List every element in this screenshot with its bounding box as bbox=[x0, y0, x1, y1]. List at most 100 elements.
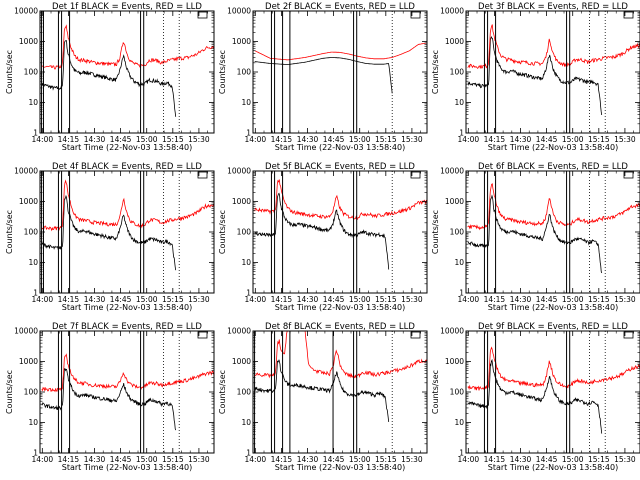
y-tick-label: 1 bbox=[33, 129, 38, 138]
corner-box bbox=[197, 331, 208, 339]
detector-panel-7: Det 7f BLACK = Events, RED = LLD 1 10 100 10… bbox=[5, 322, 215, 472]
y-tick-label: 100 bbox=[24, 228, 39, 237]
x-tick-label: 15:15 bbox=[375, 295, 397, 304]
x-tick-label: 15:30 bbox=[614, 295, 636, 304]
x-tick-label: 14:45 bbox=[110, 135, 132, 144]
lld-series-line bbox=[254, 179, 428, 220]
y-tick-label: 100 bbox=[237, 228, 252, 237]
y-tick-label: 10 bbox=[241, 98, 251, 107]
x-tick-label: 14:45 bbox=[323, 135, 345, 144]
events-series-line bbox=[254, 57, 393, 94]
x-tick-label: 15:00 bbox=[562, 455, 584, 464]
x-tick-label: 15:15 bbox=[588, 295, 610, 304]
y-tick-label: 1000 bbox=[19, 357, 38, 366]
corner-box bbox=[410, 331, 421, 339]
x-tick-label: 14:45 bbox=[536, 135, 558, 144]
y-axis-label: Counts/sec bbox=[431, 210, 440, 254]
lld-series-line bbox=[467, 24, 640, 70]
lld-series-line bbox=[467, 183, 640, 231]
x-tick-label: 14:15 bbox=[484, 455, 506, 464]
y-tick-label: 1000 bbox=[19, 37, 38, 46]
y-tick-label: 10 bbox=[454, 418, 464, 427]
events-series-line bbox=[467, 36, 603, 116]
x-tick-label: 14:00 bbox=[458, 455, 480, 464]
x-tick-label: 14:15 bbox=[58, 295, 80, 304]
detector-panel-9: Det 9f BLACK = Events, RED = LLD 1 10 100 10… bbox=[431, 322, 640, 472]
panel-title: Det 7f BLACK = Events, RED = LLD bbox=[52, 322, 202, 332]
detector-panel-8: Det 8f BLACK = Events, RED = LLD 1 10 100 10… bbox=[218, 322, 428, 472]
x-tick-label: 15:30 bbox=[401, 295, 423, 304]
x-tick-label: 14:15 bbox=[484, 135, 506, 144]
x-tick-label: 15:30 bbox=[188, 455, 210, 464]
x-tick-label: 15:00 bbox=[136, 135, 158, 144]
y-tick-label: 10000 bbox=[227, 167, 251, 176]
y-tick-label: 1000 bbox=[445, 197, 464, 206]
y-tick-label: 10000 bbox=[440, 327, 464, 336]
detector-panel-1: Det 1f BLACK = Events, RED = LLD 1 10 100 10… bbox=[5, 2, 215, 152]
x-tick-label: 14:45 bbox=[110, 295, 132, 304]
events-series-line bbox=[254, 359, 390, 422]
events-series-line bbox=[254, 192, 390, 270]
events-series-line bbox=[467, 358, 603, 434]
x-tick-label: 14:30 bbox=[84, 135, 106, 144]
lld-series-line bbox=[254, 42, 428, 61]
panel-title: Det 3f BLACK = Events, RED = LLD bbox=[478, 2, 628, 12]
x-tick-label: 14:30 bbox=[297, 455, 319, 464]
detector-panel-5: Det 5f BLACK = Events, RED = LLD 1 10 100 10… bbox=[218, 162, 428, 312]
y-tick-label: 10 bbox=[241, 258, 251, 267]
plot-frame bbox=[252, 10, 428, 134]
plot-frame bbox=[39, 330, 215, 454]
y-tick-label: 10000 bbox=[14, 167, 38, 176]
x-tick-label: 14:00 bbox=[32, 455, 54, 464]
y-axis-label: Counts/sec bbox=[431, 370, 440, 414]
x-tick-label: 15:15 bbox=[375, 455, 397, 464]
x-tick-label: 15:00 bbox=[349, 135, 371, 144]
events-series-line bbox=[41, 40, 177, 117]
y-tick-label: 10 bbox=[28, 418, 38, 427]
x-tick-label: 15:30 bbox=[401, 135, 423, 144]
plot-frame bbox=[465, 170, 640, 294]
x-tick-label: 14:00 bbox=[458, 295, 480, 304]
corner-box bbox=[410, 11, 421, 19]
panel-title: Det 6f BLACK = Events, RED = LLD bbox=[478, 162, 628, 172]
y-tick-label: 1 bbox=[246, 449, 251, 458]
y-tick-label: 10000 bbox=[227, 7, 251, 16]
x-tick-label: 14:45 bbox=[536, 295, 558, 304]
panel-title: Det 1f BLACK = Events, RED = LLD bbox=[52, 2, 202, 12]
x-tick-label: 14:30 bbox=[510, 135, 532, 144]
y-tick-label: 1000 bbox=[232, 357, 251, 366]
corner-box bbox=[410, 171, 421, 179]
y-axis-label: Counts/sec bbox=[218, 50, 227, 94]
x-tick-label: 15:00 bbox=[562, 295, 584, 304]
events-series-line bbox=[41, 194, 177, 271]
detector-panel-3: Det 3f BLACK = Events, RED = LLD 1 10 100 10… bbox=[431, 2, 640, 152]
x-tick-label: 14:00 bbox=[32, 135, 54, 144]
y-tick-label: 1000 bbox=[232, 37, 251, 46]
panel-title: Det 2f BLACK = Events, RED = LLD bbox=[265, 2, 415, 12]
y-tick-label: 100 bbox=[24, 388, 39, 397]
x-tick-label: 14:15 bbox=[271, 295, 293, 304]
plot-frame bbox=[252, 330, 428, 454]
corner-box bbox=[623, 171, 634, 179]
x-tick-label: 14:30 bbox=[84, 295, 106, 304]
corner-box bbox=[197, 11, 208, 19]
x-axis-label: Start Time (22-Nov-03 13:58:40) bbox=[62, 303, 192, 312]
x-tick-label: 15:15 bbox=[588, 135, 610, 144]
y-axis-label: Counts/sec bbox=[5, 370, 14, 414]
x-tick-label: 15:15 bbox=[162, 455, 184, 464]
y-tick-label: 1000 bbox=[445, 357, 464, 366]
x-tick-label: 15:15 bbox=[588, 455, 610, 464]
x-tick-label: 14:00 bbox=[245, 135, 267, 144]
y-axis-label: Counts/sec bbox=[5, 50, 14, 94]
x-tick-label: 15:30 bbox=[188, 295, 210, 304]
x-tick-label: 15:30 bbox=[188, 135, 210, 144]
lld-series-line bbox=[41, 24, 215, 70]
x-tick-label: 14:30 bbox=[510, 455, 532, 464]
x-tick-label: 14:00 bbox=[245, 295, 267, 304]
lld-series-line bbox=[41, 353, 215, 393]
y-tick-label: 1 bbox=[459, 289, 464, 298]
x-axis-label: Start Time (22-Nov-03 13:58:40) bbox=[488, 463, 618, 472]
x-tick-label: 14:15 bbox=[484, 295, 506, 304]
corner-box bbox=[197, 171, 208, 179]
plot-frame bbox=[252, 170, 428, 294]
